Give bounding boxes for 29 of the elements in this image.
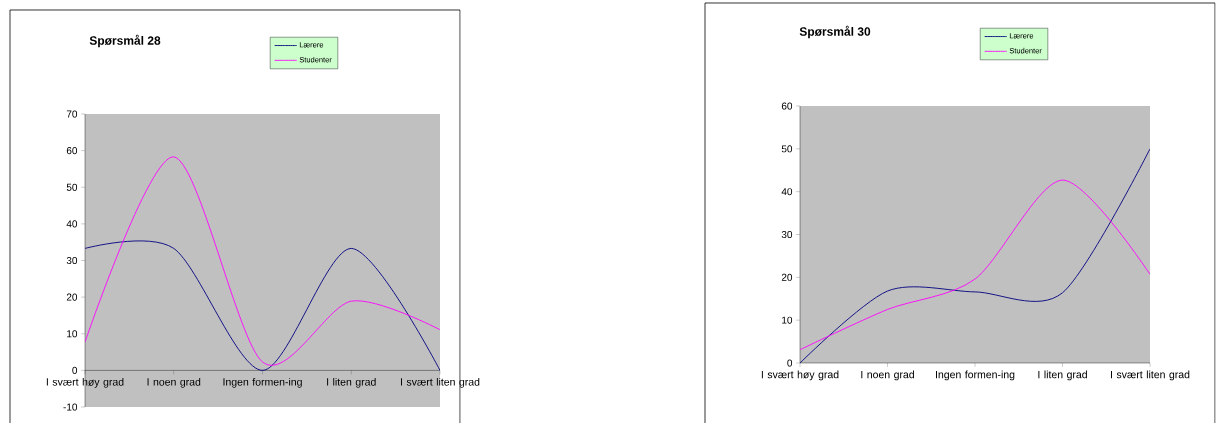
- y-tick-label: 20: [781, 273, 793, 281]
- y-tick-label: 10: [782, 316, 793, 324]
- y-tick-label: 40: [66, 220, 78, 228]
- x-tick-label: I svært liten grad: [1111, 370, 1190, 381]
- y-tick-label: 30: [66, 256, 78, 265]
- chart-title: Spørsmål 28: [89, 34, 161, 48]
- x-tick-label: Ingen formen-ing: [223, 377, 302, 388]
- y-tick-label: 20: [66, 293, 78, 301]
- y-tick-label: 0: [787, 359, 793, 367]
- y-tick-label: 50: [781, 145, 793, 153]
- x-tick-label: I svært høy grad: [46, 377, 124, 388]
- y-tick-label: 50: [66, 183, 78, 191]
- y-tick-label: 70: [66, 110, 78, 118]
- x-tick-label: I noen grad: [861, 370, 914, 381]
- y-tick-label: 0: [72, 366, 78, 374]
- x-tick-label: I liten grad: [1038, 370, 1087, 381]
- line-series: [800, 179, 1151, 351]
- x-tick-label: I svært liten grad: [401, 377, 480, 388]
- y-tick-label: -10: [63, 403, 78, 411]
- y-tick-label: 60: [66, 147, 78, 155]
- y-tick-label: 40: [781, 188, 793, 196]
- x-tick-label: I noen grad: [147, 377, 201, 388]
- x-tick-label: I svært høy grad: [761, 370, 839, 381]
- y-tick-label: 10: [67, 330, 78, 338]
- y-tick-label: 60: [781, 102, 793, 110]
- chart-title: Spørsmål 30: [799, 25, 871, 39]
- x-tick-label: I liten grad: [327, 377, 376, 388]
- y-tick-label: 30: [781, 230, 793, 239]
- x-tick-label: Ingen formen-ing: [936, 370, 1015, 381]
